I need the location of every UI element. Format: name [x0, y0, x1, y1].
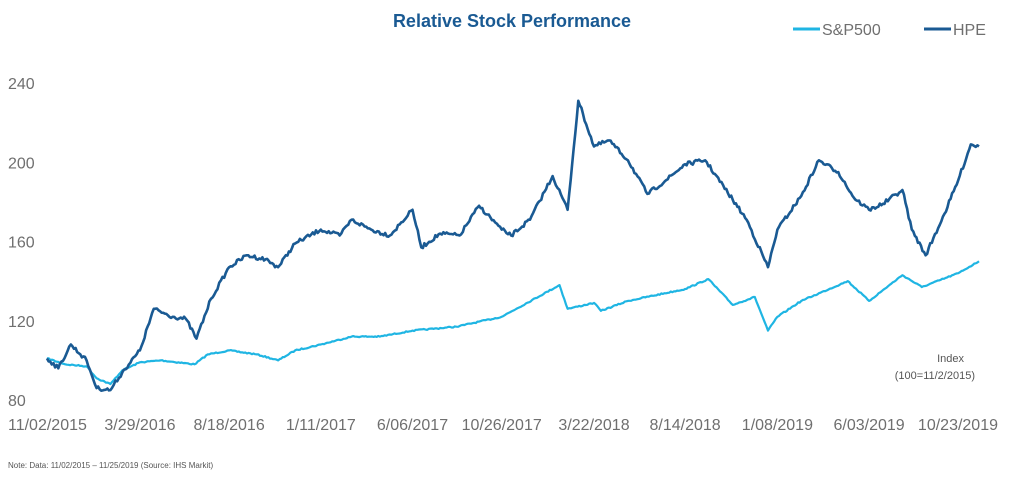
index-annotation-line-1: Index: [937, 353, 964, 365]
y-tick-label: 120: [8, 314, 35, 331]
y-axis: 80 120 160 200 240: [8, 76, 35, 410]
y-tick-label: 80: [8, 393, 26, 410]
y-tick-label: 160: [8, 235, 35, 252]
x-tick-label: 1/08/2019: [742, 417, 813, 434]
x-tick-label: 6/06/2017: [377, 417, 448, 434]
footer-note: Note: Data: 11/02/2015 – 11/25/2019 (Sou…: [8, 461, 214, 470]
x-tick-label: 1/11/2017: [286, 417, 356, 434]
chart-title: Relative Stock Performance: [393, 11, 631, 31]
x-tick-label: 6/03/2019: [834, 417, 905, 434]
x-tick-label: 8/18/2016: [194, 417, 265, 434]
series-line-sp500: [46, 260, 980, 386]
x-tick-label: 3/29/2016: [104, 417, 175, 434]
legend: S&P500 HPE: [793, 22, 986, 39]
x-tick-label: 10/23/2019: [918, 417, 998, 434]
index-annotation-line-2: (100=11/2/2015): [895, 370, 975, 382]
x-axis: 11/02/2015 3/29/2016 8/18/2016 1/11/2017 6/0…: [8, 417, 998, 434]
x-tick-label: 8/14/2018: [649, 417, 720, 434]
legend-label-hpe: HPE: [953, 22, 986, 39]
series-line-hpe: [45, 99, 980, 392]
y-tick-label: 200: [8, 155, 35, 172]
x-tick-label: 11/02/2015: [8, 417, 87, 434]
x-tick-label: 10/26/2017: [462, 417, 542, 434]
y-tick-label: 240: [8, 76, 35, 93]
x-tick-label: 3/22/2018: [558, 417, 629, 434]
series-layer: [45, 99, 980, 392]
legend-label-sp500: S&P500: [822, 22, 881, 39]
